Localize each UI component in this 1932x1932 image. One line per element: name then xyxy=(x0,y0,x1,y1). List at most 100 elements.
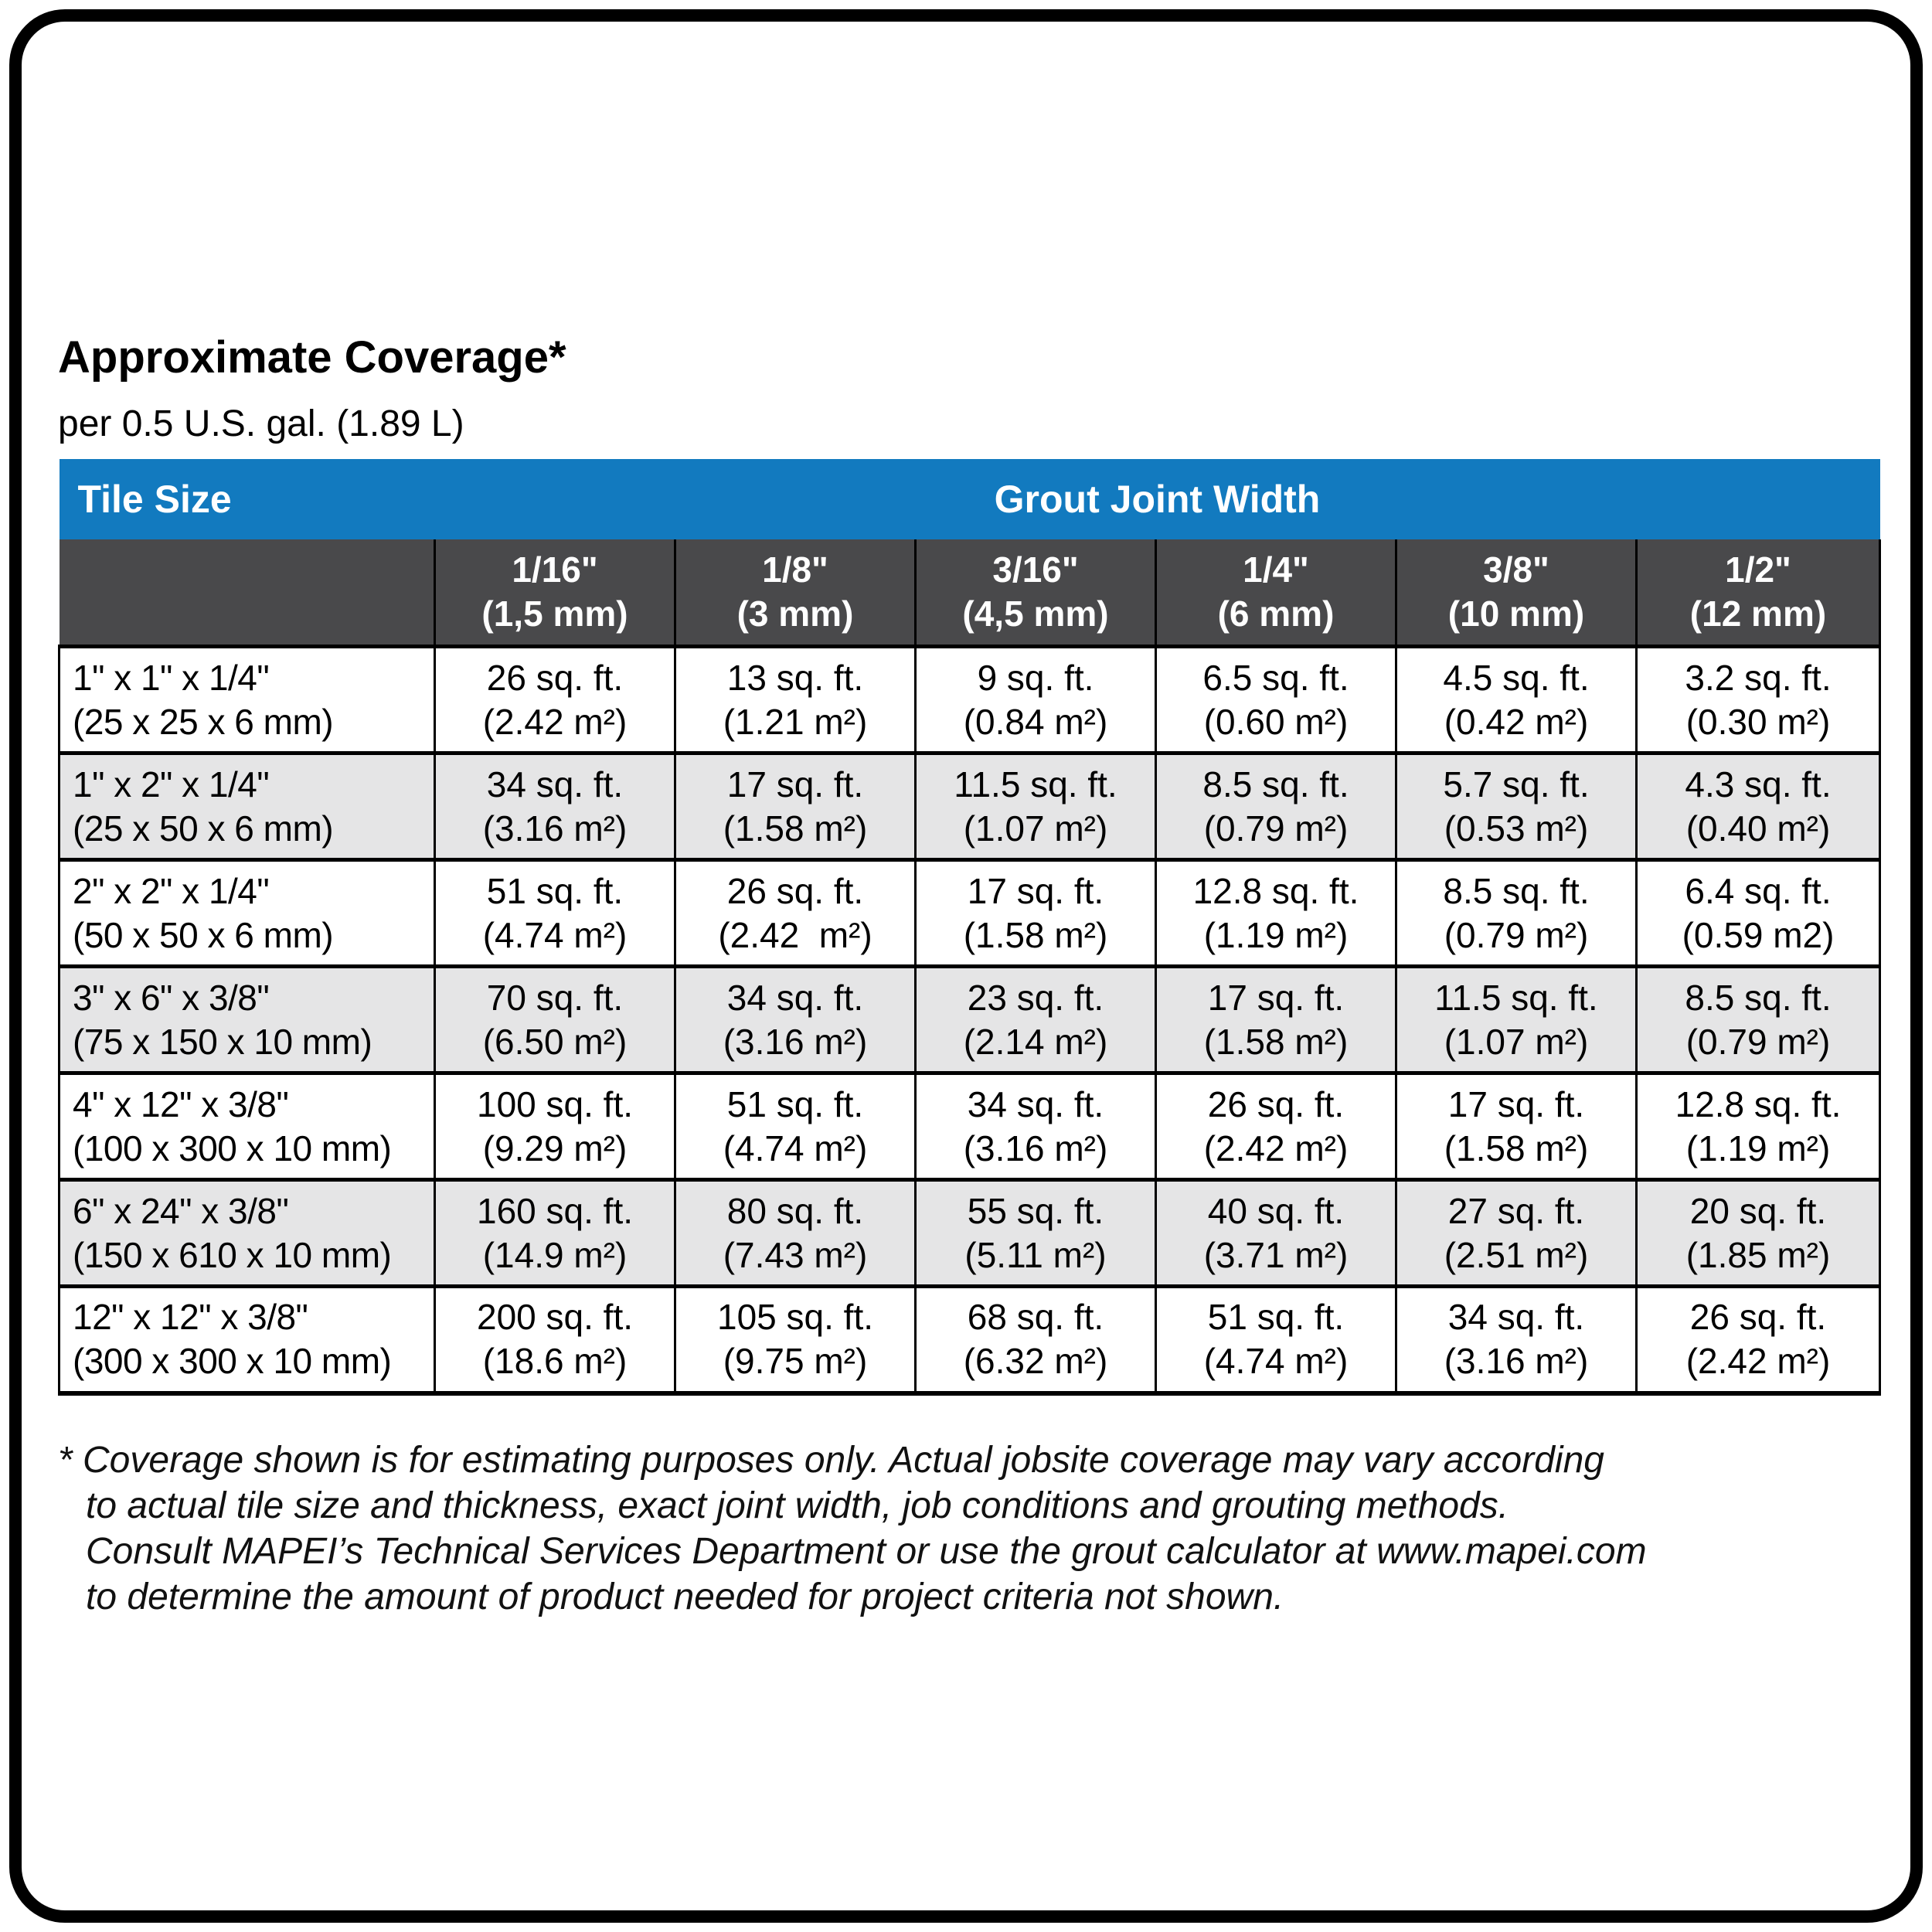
joint-width-header-cell: 3/16" (4,5 mm) xyxy=(914,539,1156,647)
table-row: 3" x 6" x 3/8" (75 x 150 x 10 mm) 70 sq. f… xyxy=(58,964,1881,1073)
coverage-sqft: 8.5 sq. ft. xyxy=(1202,764,1349,804)
joint-width-inches: 1/2" xyxy=(1725,549,1791,590)
joint-width-inches: 1/16" xyxy=(512,549,598,590)
coverage-m2: (2.42 m²) xyxy=(1685,1341,1831,1382)
coverage-cell: 20 sq. ft. (1.85 m²) xyxy=(1635,1178,1881,1287)
coverage-sqft: 17 sq. ft. xyxy=(1207,977,1345,1018)
joint-width-inches: 3/16" xyxy=(992,549,1079,590)
coverage-sqft: 80 sq. ft. xyxy=(726,1190,864,1231)
coverage-m2: (1.07 m²) xyxy=(963,808,1108,849)
coverage-cell: 34 sq. ft. (3.16 m²) xyxy=(434,751,675,860)
coverage-m2: (9.75 m²) xyxy=(723,1341,868,1382)
coverage-section: Approximate Coverage* per 0.5 U.S. gal. … xyxy=(58,332,1881,1620)
coverage-m2: (0.59 m2) xyxy=(1682,914,1835,955)
table-header-row: Tile Size Grout Joint Width xyxy=(59,459,1880,539)
coverage-cell: 34 sq. ft. (3.16 m²) xyxy=(914,1071,1156,1180)
coverage-sqft: 17 sq. ft. xyxy=(967,870,1104,911)
coverage-sqft: 34 sq. ft. xyxy=(967,1083,1104,1124)
coverage-m2: (2.42 m²) xyxy=(718,914,872,955)
coverage-cell: 26 sq. ft. (2.42 m²) xyxy=(674,858,916,967)
tile-size-inches: 12" x 12" x 3/8" xyxy=(73,1297,308,1338)
grout-joint-width-header: Grout Joint Width xyxy=(434,459,1880,539)
coverage-sqft: 6.4 sq. ft. xyxy=(1685,870,1832,911)
coverage-m2: (14.9 m²) xyxy=(482,1234,628,1275)
coverage-m2: (18.6 m²) xyxy=(482,1341,628,1382)
tile-size-mm: (75 x 150 x 10 mm) xyxy=(73,1021,372,1062)
joint-width-header-cell: 1/2" (12 mm) xyxy=(1635,539,1881,647)
footnote-line: to actual tile size and thickness, exact… xyxy=(86,1485,1509,1526)
coverage-sqft: 5.7 sq. ft. xyxy=(1443,764,1590,804)
coverage-sqft: 17 sq. ft. xyxy=(726,764,864,804)
coverage-sqft: 27 sq. ft. xyxy=(1447,1190,1585,1231)
tile-size-cell: 12" x 12" x 3/8" (300 x 300 x 10 mm) xyxy=(58,1284,435,1396)
coverage-m2: (1.85 m²) xyxy=(1685,1234,1831,1275)
joint-width-mm: (3 mm) xyxy=(736,594,854,634)
coverage-cell: 55 sq. ft. (5.11 m²) xyxy=(914,1178,1156,1287)
coverage-sqft: 4.5 sq. ft. xyxy=(1443,657,1590,698)
coverage-cell: 51 sq. ft. (4.74 m²) xyxy=(434,858,675,967)
coverage-cell: 12.8 sq. ft. (1.19 m²) xyxy=(1155,858,1396,967)
tile-size-cell: 4" x 12" x 3/8" (100 x 300 x 10 mm) xyxy=(58,1071,435,1180)
joint-width-mm: (6 mm) xyxy=(1217,594,1335,634)
coverage-sqft: 11.5 sq. ft. xyxy=(954,764,1117,804)
coverage-cell: 51 sq. ft. (4.74 m²) xyxy=(1155,1284,1396,1396)
coverage-sqft: 3.2 sq. ft. xyxy=(1685,657,1832,698)
coverage-sqft: 17 sq. ft. xyxy=(1447,1083,1585,1124)
tile-size-mm: (150 x 610 x 10 mm) xyxy=(73,1234,392,1275)
tile-size-inches: 3" x 6" x 3/8" xyxy=(73,977,270,1018)
table-row: 6" x 24" x 3/8" (150 x 610 x 10 mm) 160 sq… xyxy=(58,1178,1881,1287)
tile-size-inches: 1" x 2" x 1/4" xyxy=(73,764,270,804)
coverage-sqft: 6.5 sq. ft. xyxy=(1202,657,1349,698)
tile-size-cell: 1" x 2" x 1/4" (25 x 50 x 6 mm) xyxy=(58,751,435,860)
table-row: 1" x 2" x 1/4" (25 x 50 x 6 mm) 34 sq. ft.… xyxy=(58,751,1881,860)
coverage-m2: (0.42 m²) xyxy=(1444,701,1589,742)
coverage-m2: (2.14 m²) xyxy=(963,1021,1108,1062)
coverage-sqft: 105 sq. ft. xyxy=(716,1297,873,1338)
coverage-m2: (1.19 m²) xyxy=(1685,1128,1831,1168)
coverage-cell: 17 sq. ft. (1.58 m²) xyxy=(674,751,916,860)
coverage-cell: 26 sq. ft. (2.42 m²) xyxy=(434,645,675,753)
coverage-sqft: 200 sq. ft. xyxy=(476,1297,633,1338)
footnote: * Coverage shown is for estimating purpo… xyxy=(58,1437,1879,1620)
tile-size-inches: 2" x 2" x 1/4" xyxy=(73,870,270,911)
coverage-cell: 17 sq. ft. (1.58 m²) xyxy=(1155,964,1396,1073)
coverage-sqft: 9 sq. ft. xyxy=(977,657,1094,698)
coverage-m2: (0.30 m²) xyxy=(1685,701,1831,742)
coverage-cell: 51 sq. ft. (4.74 m²) xyxy=(674,1071,916,1180)
coverage-sqft: 70 sq. ft. xyxy=(486,977,624,1018)
coverage-sqft: 12.8 sq. ft. xyxy=(1192,870,1359,911)
coverage-sqft: 8.5 sq. ft. xyxy=(1685,977,1832,1018)
coverage-m2: (0.84 m²) xyxy=(963,701,1108,742)
coverage-m2: (9.29 m²) xyxy=(482,1128,628,1168)
coverage-cell: 9 sq. ft. (0.84 m²) xyxy=(914,645,1156,753)
tile-size-cell: 6" x 24" x 3/8" (150 x 610 x 10 mm) xyxy=(58,1178,435,1287)
coverage-sqft: 11.5 sq. ft. xyxy=(1434,977,1598,1018)
coverage-m2: (1.07 m²) xyxy=(1444,1021,1589,1062)
coverage-cell: 68 sq. ft. (6.32 m²) xyxy=(914,1284,1156,1396)
table-row: 1" x 1" x 1/4" (25 x 25 x 6 mm) 26 sq. ft.… xyxy=(58,645,1881,753)
tile-size-cell: 2" x 2" x 1/4" (50 x 50 x 6 mm) xyxy=(58,858,435,967)
coverage-m2: (0.53 m²) xyxy=(1444,808,1589,849)
coverage-cell: 13 sq. ft. (1.21 m²) xyxy=(674,645,916,753)
footnote-line: to determine the amount of product neede… xyxy=(86,1576,1284,1617)
coverage-m2: (6.32 m²) xyxy=(963,1341,1108,1382)
coverage-cell: 34 sq. ft. (3.16 m²) xyxy=(674,964,916,1073)
coverage-m2: (4.74 m²) xyxy=(482,914,628,955)
coverage-cell: 200 sq. ft. (18.6 m²) xyxy=(434,1284,675,1396)
coverage-sqft: 51 sq. ft. xyxy=(486,870,624,911)
coverage-m2: (5.11 m²) xyxy=(964,1234,1107,1275)
coverage-cell: 12.8 sq. ft. (1.19 m²) xyxy=(1635,1071,1881,1180)
joint-width-header-cell: 3/8" (10 mm) xyxy=(1395,539,1637,647)
coverage-m2: (3.71 m²) xyxy=(1203,1234,1349,1275)
coverage-m2: (4.74 m²) xyxy=(1203,1341,1349,1382)
coverage-sqft: 26 sq. ft. xyxy=(726,870,864,911)
coverage-m2: (1.58 m²) xyxy=(723,808,868,849)
coverage-m2: (2.42 m²) xyxy=(1203,1128,1349,1168)
page-title: Approximate Coverage* xyxy=(58,332,566,383)
coverage-cell: 160 sq. ft. (14.9 m²) xyxy=(434,1178,675,1287)
tile-size-header: Tile Size xyxy=(59,459,435,539)
tile-size-mm: (50 x 50 x 6 mm) xyxy=(73,914,334,955)
coverage-m2: (2.42 m²) xyxy=(482,701,628,742)
tile-size-mm: (25 x 25 x 6 mm) xyxy=(73,701,334,742)
